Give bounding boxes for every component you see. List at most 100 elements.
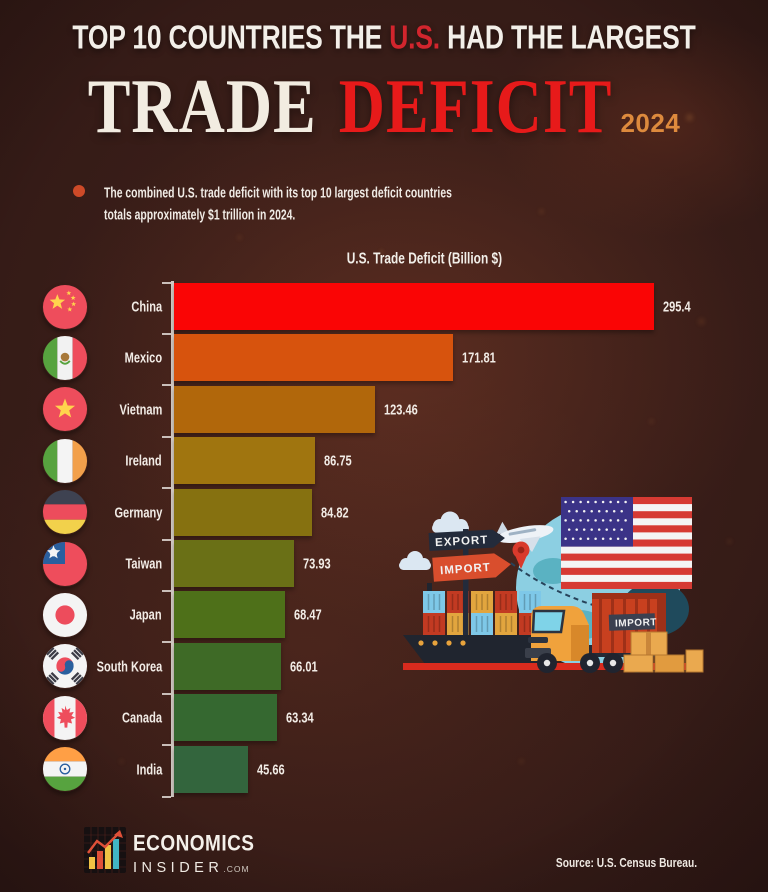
country-label: Germany [114, 503, 162, 521]
location-pin-icon [512, 541, 530, 569]
axis-tick [162, 795, 171, 798]
clouds [399, 511, 469, 570]
chart-row: South Korea 66.01 [0, 642, 768, 690]
chart-row: Germany 84.82 [0, 488, 768, 536]
country-label: India [136, 760, 162, 778]
note-text: The combined U.S. trade deficit with its… [104, 182, 452, 226]
flag-canada-icon [42, 695, 88, 741]
export-sign: EXPORT [428, 529, 505, 551]
headline-pre: TOP 10 COUNTRIES THE [72, 19, 390, 56]
headline-post: HAD THE LARGEST [439, 19, 696, 56]
signpost: EXPORT IMPORT [428, 529, 511, 635]
chart-row: China 295.4 [0, 283, 768, 330]
import-sign: IMPORT [432, 553, 511, 582]
axis-tick [162, 744, 171, 747]
flag-south-korea-icon [42, 643, 88, 689]
main-title: TRADE DEFICIT 2024 [0, 64, 768, 149]
flag-china-icon [42, 284, 88, 330]
axis-tick [162, 435, 171, 438]
chart-title: U.S. Trade Deficit (Billion $) [346, 249, 502, 267]
title-deficit: DEFICIT [338, 63, 613, 149]
axis-tick [162, 538, 171, 541]
chart-row: Canada 63.34 [0, 694, 768, 742]
axis-tick [162, 641, 171, 644]
deficit-bar [174, 591, 286, 639]
flag-taiwan-icon [42, 541, 88, 587]
flag-vietnam-icon [42, 386, 88, 432]
country-label: Mexico [124, 349, 162, 367]
deficit-bar [174, 283, 654, 330]
note-line2-post: trillion in 2024. [219, 206, 296, 223]
axis-tick [162, 332, 171, 335]
brand-insider: INSIDER [133, 860, 224, 876]
brand-economics: ECONOMICS [133, 831, 255, 856]
deficit-bar [174, 437, 315, 485]
svg-text:IMPORT: IMPORT [615, 617, 657, 629]
title-trade: TRADE [87, 63, 317, 149]
headline: TOP 10 COUNTRIES THE U.S. HAD THE LARGES… [0, 19, 768, 57]
note-line2-pre: totals approximately [104, 206, 209, 223]
cardboard-boxes [623, 631, 704, 673]
chart-row: Ireland 86.75 [0, 437, 768, 485]
us-flag [561, 497, 692, 589]
deficit-bar [174, 694, 277, 742]
country-label: Canada [122, 709, 162, 726]
chart-row: Mexico 171.81 [0, 334, 768, 382]
value-label: 295.4 [663, 298, 691, 315]
axis-tick [162, 487, 171, 490]
airplane-icon [496, 521, 554, 553]
value-label: 66.01 [290, 658, 318, 675]
value-label: 68.47 [294, 606, 322, 624]
value-label: 45.66 [257, 760, 285, 778]
note-line1: The combined U.S. trade deficit with its… [104, 184, 452, 201]
background-speckles [0, 0, 3, 3]
flag-japan-icon [42, 592, 88, 638]
note-line2-bold: $1 [208, 206, 220, 223]
axis-tick [162, 384, 171, 387]
axis-tick [162, 589, 171, 592]
value-label: 73.93 [303, 555, 331, 572]
flag-germany-icon [42, 489, 88, 535]
truck: IMPORT [525, 593, 666, 673]
deficit-bar [174, 540, 295, 587]
brand-wordmark: ECONOMICS INSIDER.COM [133, 831, 261, 876]
flag-ireland-icon [42, 438, 88, 484]
axis-tick [162, 281, 171, 284]
chart-row: India 45.66 [0, 745, 768, 793]
cargo-ship [403, 583, 545, 664]
country-label: Vietnam [119, 401, 162, 418]
axis-tick [162, 692, 171, 695]
value-label: 123.46 [383, 401, 418, 418]
value-label: 84.82 [320, 503, 349, 521]
deficit-bar [174, 334, 454, 382]
headline-us: U.S. [389, 19, 440, 56]
value-label: 63.34 [285, 709, 314, 726]
svg-text:EXPORT: EXPORT [435, 534, 489, 549]
value-label: 171.81 [462, 349, 496, 367]
bullet-icon [73, 185, 85, 197]
country-label: South Korea [96, 658, 162, 675]
source-credit: Source: U.S. Census Bureau. [555, 855, 697, 871]
title-year: 2024 [620, 108, 681, 138]
truck-import-plate: IMPORT [608, 613, 657, 631]
y-axis-line [171, 281, 174, 797]
deficit-bar [174, 745, 249, 793]
bar-chart: China 295.4 Mexico 171.81 Vietnam 123.46 Irela… [0, 283, 768, 803]
flag-mexico-icon [42, 335, 88, 381]
country-label: China [131, 298, 162, 315]
key-insight-note: The combined U.S. trade deficit with its… [73, 182, 539, 223]
flag-india-icon [42, 746, 88, 792]
trade-illustration: EXPORT IMPORT IMPORT [399, 497, 704, 673]
chart-row: Taiwan 73.93 [0, 540, 768, 587]
deficit-bar [174, 385, 375, 433]
country-label: Japan [130, 606, 162, 624]
deficit-bar [174, 642, 282, 690]
value-label: 86.75 [324, 452, 352, 469]
chart-row: Vietnam 123.46 [0, 385, 768, 433]
country-label: Taiwan [125, 555, 162, 572]
country-label: Ireland [125, 452, 162, 469]
deficit-bar [174, 488, 312, 536]
svg-text:IMPORT: IMPORT [440, 562, 491, 578]
economics-insider-logo-icon [84, 827, 126, 873]
